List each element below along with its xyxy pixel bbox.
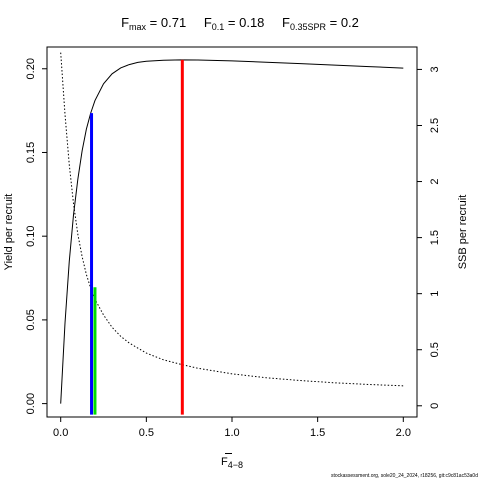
x-tick-label: 2.0 — [396, 427, 411, 439]
y-right-tick-label: 0.5 — [429, 342, 441, 357]
y-axis-left: 0.00 0.05 0.10 0.15 0.20 — [25, 58, 47, 414]
title-f01-main: F — [204, 15, 212, 30]
title-f01-value: = 0.18 — [224, 15, 264, 30]
yield-per-recruit-line — [60, 59, 404, 404]
y-left-tick-label: 0.05 — [25, 309, 37, 330]
y-right-tick-label: 0 — [429, 403, 441, 409]
title-fspr-value: = 0.2 — [326, 15, 359, 30]
y-right-tick-label: 3 — [429, 66, 441, 72]
title-fmax-value: = 0.71 — [146, 15, 186, 30]
x-tick-label: 0.0 — [53, 427, 68, 439]
plot-frame — [46, 46, 418, 418]
footer-credit: stockassessment.org, sole20_24_2024, r18… — [331, 473, 478, 479]
series-group — [60, 52, 404, 404]
y-right-tick-label: 1 — [429, 291, 441, 297]
y-right-tick-label: 2.5 — [429, 118, 441, 133]
y-right-tick-label: 1.5 — [429, 230, 441, 245]
ssb-per-recruit-line — [60, 52, 404, 387]
y-axis-left-title: Yield per recruit — [3, 194, 15, 271]
y-right-tick-label: 2 — [429, 178, 441, 184]
x-axis: 0.0 0.5 1.0 1.5 2.0 — [53, 417, 411, 439]
y-left-tick-label: 0.15 — [25, 142, 37, 163]
x-axis-title-sub: 4−8 — [228, 460, 243, 470]
title-f01-sub: 0.1 — [212, 22, 225, 32]
title-fspr-sub: 0.35SPR — [290, 22, 327, 32]
x-tick-label: 1.0 — [224, 427, 239, 439]
reference-lines — [90, 59, 184, 415]
chart-title: Fmax = 0.71 F0.1 = 0.18 F0.35SPR = 0.2 — [121, 15, 359, 32]
x-axis-title: F4−8 — [221, 456, 243, 470]
title-fmax-sub: max — [129, 22, 147, 32]
y-left-tick-label: 0.20 — [25, 58, 37, 79]
x-tick-label: 0.5 — [139, 427, 154, 439]
y-axis-right: 0 0.5 1 1.5 2 2.5 3 — [417, 66, 441, 409]
y-left-tick-label: 0.10 — [25, 225, 37, 246]
x-axis-title-main: F — [221, 456, 228, 468]
title-fspr-main: F — [282, 15, 290, 30]
title-fmax-main: F — [121, 15, 129, 30]
y-left-tick-label: 0.00 — [25, 393, 37, 414]
x-tick-label: 1.5 — [310, 427, 325, 439]
y-axis-right-title: SSB per recruit — [457, 195, 469, 270]
